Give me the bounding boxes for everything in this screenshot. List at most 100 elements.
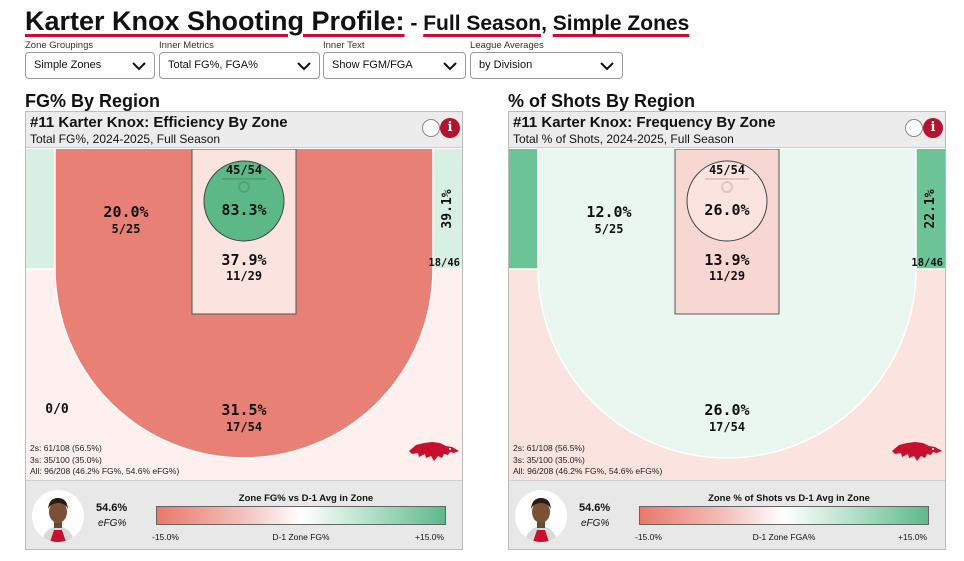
three-sub-text: 17/54 [226,420,262,434]
efg-value: 54.6% [96,502,128,514]
filter-label: League Averages [470,40,544,51]
filter-label: Inner Metrics [159,40,214,51]
section-title-efficiency: FG% By Region [25,91,161,111]
chevron-down-icon [132,62,146,71]
chevron-down-icon [297,62,311,71]
panel-title: #11 Karter Knox: Efficiency By Zone [30,114,288,131]
zone-rim [203,160,285,242]
info-icon[interactable]: i [923,118,943,138]
page-title: Karter Knox Shooting Profile: - Full Sea… [25,6,689,37]
panel-header: #11 Karter Knox: Frequency By Zone Total… [509,112,945,148]
zone-left-corner [26,149,55,269]
page-title-zones: Simple Zones [552,12,690,35]
razorback-logo-icon [892,442,942,461]
rim-main-text: 83.3% [221,201,266,219]
legend-min: -15.0% [635,532,662,542]
left-corner-sub-text: 0/0 [45,402,69,417]
all-total: All: 96/208 (46.2% FG%, 54.6% eFG%) [513,466,663,476]
frequency-panel: #11 Karter Knox: Frequency By Zone Total… [508,111,946,550]
efficiency-panel: #11 Karter Knox: Efficiency By Zone Tota… [25,111,463,550]
panel-subtitle: Total % of Shots, 2024-2025, Full Season [513,132,734,146]
right-corner-sub-text: 18/46 [911,257,943,269]
zone-right-corner [433,149,462,269]
three-point-line [26,268,462,459]
zone-rim [686,160,768,242]
chevron-down-icon [600,62,614,71]
three-point-line [509,268,945,459]
right-corner-main-text: 22.1% [923,189,938,228]
select-value: Total FG%, FGA% [168,59,258,71]
paint-main-text: 37.9% [221,251,266,269]
rim-hoop [238,181,250,193]
paint-sub-text: 11/29 [709,269,745,283]
zone-groupings-select[interactable]: Simple Zones [25,52,155,79]
rim-sub-text: 45/54 [226,163,262,177]
paint-sub-text: 11/29 [226,269,262,283]
inner-text-select[interactable]: Show FGM/FGA [323,52,466,79]
filter-label: Inner Text [323,40,365,51]
legend-max: +15.0% [415,532,445,542]
legend-title: Zone FG% vs D-1 Avg in Zone [238,493,374,504]
legend-mid: D-1 Zone FGA% [752,532,816,542]
midrange-sub-text: 5/25 [112,222,141,236]
threes-total: 3s: 35/100 (35.0%) [30,454,102,465]
three-main-text: 31.5% [221,401,266,419]
razorback-logo-icon [409,442,459,461]
select-value: Show FGM/FGA [332,59,413,71]
efg-value: 54.6% [579,502,611,514]
info-icon[interactable]: i [440,118,460,138]
inner-metrics-select[interactable]: Total FG%, FGA% [159,52,320,79]
twos-total: 2s: 61/108 (56.5%) [513,443,585,453]
filter-league-averages: League Averages by Division [470,40,623,79]
zone-right-corner [916,149,945,269]
filter-inner-metrics: Inner Metrics Total FG%, FGA% [159,40,320,79]
panel-subtitle: Total FG%, 2024-2025, Full Season [30,132,221,146]
shooting-totals: 2s: 61/108 (56.5%) 3s: 35/100 (35.0%) Al… [30,443,179,478]
legend-title: Zone % of Shots vs D-1 Avg in Zone [708,493,870,504]
midrange-main-text: 12.0% [586,203,631,221]
league-averages-select[interactable]: by Division [470,52,623,79]
shooting-totals: 2s: 61/108 (56.5%) 3s: 35/100 (35.0%) Al… [513,443,662,478]
midrange-sub-text: 5/25 [595,222,624,236]
page-title-comma: , [541,12,553,35]
page-title-main: Karter Knox Shooting Profile: [25,6,405,36]
panel-footer: 54.6% eFG% Zone FG% vs D-1 Avg in Zone -… [26,480,462,549]
shot-zone-court: 45/54 83.3% 37.9% 11/29 20.0% 5/25 39.1%… [26,149,462,481]
efg-label: eFG% [581,518,610,529]
twos-total: 2s: 61/108 (56.5%) [30,443,102,453]
rim-hoop [721,181,733,193]
chevron-down-icon [443,62,457,71]
right-corner-sub-text: 18/46 [428,257,460,269]
panel-title: #11 Karter Knox: Frequency By Zone [513,114,776,131]
threes-total: 3s: 35/100 (35.0%) [513,454,585,465]
filter-zone-groupings: Zone Groupings Simple Zones [25,40,155,79]
legend-max: +15.0% [898,532,928,542]
rim-main-text: 26.0% [704,201,749,219]
select-value: by Division [479,59,533,71]
legend-color-scale [156,506,446,525]
filter-label: Zone Groupings [25,40,94,51]
three-main-text: 26.0% [704,401,749,419]
player-avatar [32,490,84,542]
circle-toggle-icon[interactable] [422,119,440,137]
player-avatar [515,490,567,542]
legend-min: -15.0% [152,532,179,542]
page-title-separator: - [404,12,424,35]
panel-header: #11 Karter Knox: Efficiency By Zone Tota… [26,112,462,148]
all-total: All: 96/208 (46.2% FG%, 54.6% eFG%) [30,466,180,476]
filter-inner-text: Inner Text Show FGM/FGA [323,40,466,79]
three-sub-text: 17/54 [709,420,745,434]
right-corner-main-text: 39.1% [440,189,455,228]
panel-footer: 54.6% eFG% Zone % of Shots vs D-1 Avg in… [509,480,945,549]
page-title-period: Full Season [423,12,542,35]
legend-color-scale [639,506,929,525]
shot-zone-court: 45/54 26.0% 13.9% 11/29 12.0% 5/25 22.1%… [509,149,945,481]
legend-mid: D-1 Zone FG% [272,532,330,542]
zone-left-corner [509,149,538,269]
midrange-main-text: 20.0% [103,203,148,221]
section-title-frequency: % of Shots By Region [508,91,696,111]
circle-toggle-icon[interactable] [905,119,923,137]
select-value: Simple Zones [34,59,102,71]
paint-main-text: 13.9% [704,251,749,269]
efg-label: eFG% [98,518,127,529]
